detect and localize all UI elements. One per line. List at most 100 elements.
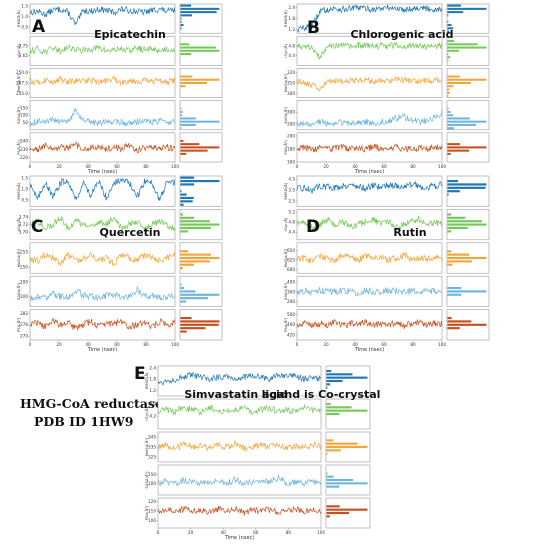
histogram-bar-sasa	[180, 286, 185, 290]
histogram-bar-rmsd	[180, 17, 182, 20]
plot-frame-psa	[29, 309, 176, 341]
y-tick-label: 110	[148, 509, 156, 514]
plot-frame-rgyr	[157, 398, 322, 430]
y-tick-label: 300	[287, 110, 295, 115]
series-label-molsa: MolSA(Å²)	[16, 73, 21, 92]
histogram-bar-rmsd	[447, 24, 452, 27]
histogram-bar-sasa	[180, 127, 182, 130]
histogram-bar-rmsd	[447, 11, 464, 14]
y-tick-label: 150	[20, 105, 28, 110]
histogram-bar-sasa	[326, 475, 334, 478]
histogram-bar-molsa	[326, 442, 358, 445]
x-tick-label: 100	[317, 530, 325, 535]
y-tick-label: 220	[20, 155, 28, 160]
x-tick-label: 100	[438, 164, 446, 169]
histogram-bar-rgyr	[447, 49, 459, 52]
y-tick-label: 3.72	[19, 222, 29, 227]
plot-frame-sasa	[29, 275, 176, 307]
histogram-bar-rmsd	[447, 7, 487, 10]
x-axis-label: Time (nsec)	[87, 169, 117, 175]
x-tick-label: 0	[29, 342, 32, 347]
series-label-sasa: SASA(Å²)	[16, 106, 21, 124]
trace-sasa	[157, 474, 322, 487]
histogram-bar-psa	[447, 320, 472, 323]
histogram-bar-psa	[447, 316, 452, 320]
histogram-bar-rmsd	[447, 179, 458, 183]
y-tick-label: 4.8	[288, 43, 295, 48]
histogram-bar-psa	[326, 508, 368, 511]
histogram-bar-rgyr	[326, 402, 331, 406]
histogram-bar-psa	[326, 511, 350, 515]
histogram-bar-psa	[447, 149, 470, 152]
y-tick-label: 1.8	[288, 16, 295, 21]
y-tick-label: 345	[148, 434, 156, 439]
histogram-bar-molsa	[326, 445, 368, 449]
series-label-rmsd: RMSD(Å)	[16, 182, 21, 199]
trace-rgyr	[296, 215, 443, 231]
histogram-bar-molsa	[180, 263, 194, 266]
y-tick-label: 300	[287, 289, 295, 294]
trace-molsa	[296, 75, 443, 92]
histogram-bar-molsa	[180, 75, 193, 78]
series-label-rgyr: rGyr(Å)	[283, 43, 288, 57]
series-label-psa: PSA(Å²)	[16, 317, 21, 332]
histogram-bar-rgyr	[447, 216, 466, 219]
trace-rmsd	[296, 180, 443, 195]
histogram-bar-rmsd	[447, 27, 454, 30]
y-tick-label: 200	[20, 279, 28, 284]
histogram-bar-rmsd	[180, 4, 192, 7]
y-tick-label: 250	[20, 265, 28, 270]
trace-rgyr	[296, 41, 443, 60]
series-label-rmsd: RMSD(Å)	[144, 372, 149, 389]
x-axis-label: Time (nsec)	[354, 347, 384, 353]
histogram-bar-psa	[180, 139, 184, 142]
x-tick-label: 60	[381, 164, 387, 169]
y-tick-label: 3.65	[19, 53, 29, 58]
y-tick-label: 100	[20, 113, 28, 118]
histogram-bar-molsa	[447, 263, 453, 266]
histogram-bar-psa	[180, 330, 187, 333]
histogram-bar-rmsd	[447, 4, 461, 7]
histogram-bar-rgyr	[180, 213, 184, 216]
y-tick-label: 200	[287, 133, 295, 138]
trace-sasa	[296, 109, 443, 128]
histogram-bar-sasa	[180, 120, 220, 123]
x-tick-label: 60	[253, 530, 259, 535]
y-tick-label: 100	[20, 294, 28, 299]
histogram-bar-psa	[447, 146, 487, 149]
x-tick-label: 60	[114, 164, 120, 169]
histogram-bar-sasa	[180, 283, 182, 286]
trace-rgyr	[29, 44, 176, 56]
histogram-bar-psa	[326, 505, 340, 508]
histogram-bar-molsa	[180, 81, 207, 85]
histogram-bar-sasa	[326, 472, 328, 475]
x-tick-label: 60	[114, 342, 120, 347]
y-tick-label: 300	[287, 91, 295, 96]
histogram-bar-rgyr	[180, 226, 211, 230]
histogram-bar-psa	[180, 152, 187, 155]
x-tick-label: 0	[296, 342, 299, 347]
y-tick-label: 180	[287, 146, 295, 151]
trace-rgyr	[157, 403, 322, 417]
series-label-molsa: MolSA(Å²)	[283, 248, 288, 267]
compound-title: Rutin	[393, 226, 426, 239]
series-label-sasa: SASA(Å²)	[283, 106, 288, 124]
histogram-bar-molsa	[447, 250, 452, 253]
histogram-bar-rmsd	[326, 383, 331, 386]
histogram-bar-rmsd	[180, 196, 194, 200]
histogram-bar-rmsd	[180, 11, 217, 14]
trace-sasa	[29, 107, 176, 127]
trace-psa	[29, 141, 176, 154]
histogram-bar-psa	[447, 143, 461, 146]
histogram-bar-molsa	[326, 449, 341, 452]
histogram-bar-rgyr	[180, 220, 210, 223]
histogram-bar-rgyr	[447, 46, 487, 49]
series-label-rgyr: rGyr(Å)	[144, 407, 149, 421]
trace-psa	[296, 318, 443, 329]
histogram-bar-rgyr	[447, 59, 449, 62]
histogram-bar-sasa	[180, 297, 209, 300]
y-tick-label: 400	[287, 279, 295, 284]
trace-sasa	[296, 286, 442, 297]
